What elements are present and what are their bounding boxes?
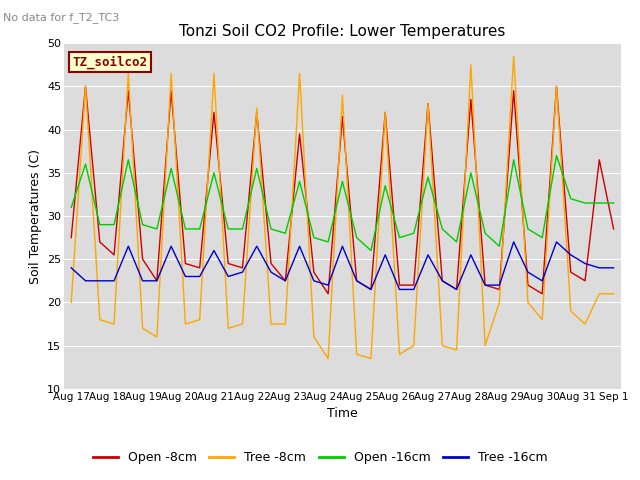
Y-axis label: Soil Temperatures (C): Soil Temperatures (C) bbox=[29, 148, 42, 284]
Text: No data for f_T2_TC3: No data for f_T2_TC3 bbox=[3, 12, 120, 23]
Text: TZ_soilco2: TZ_soilco2 bbox=[72, 55, 147, 69]
Legend: Open -8cm, Tree -8cm, Open -16cm, Tree -16cm: Open -8cm, Tree -8cm, Open -16cm, Tree -… bbox=[88, 446, 552, 469]
X-axis label: Time: Time bbox=[327, 407, 358, 420]
Title: Tonzi Soil CO2 Profile: Lower Temperatures: Tonzi Soil CO2 Profile: Lower Temperatur… bbox=[179, 24, 506, 39]
